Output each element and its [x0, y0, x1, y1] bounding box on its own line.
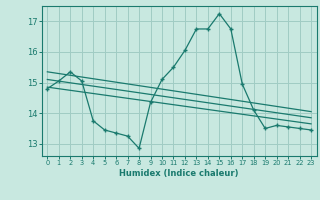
- X-axis label: Humidex (Indice chaleur): Humidex (Indice chaleur): [119, 169, 239, 178]
